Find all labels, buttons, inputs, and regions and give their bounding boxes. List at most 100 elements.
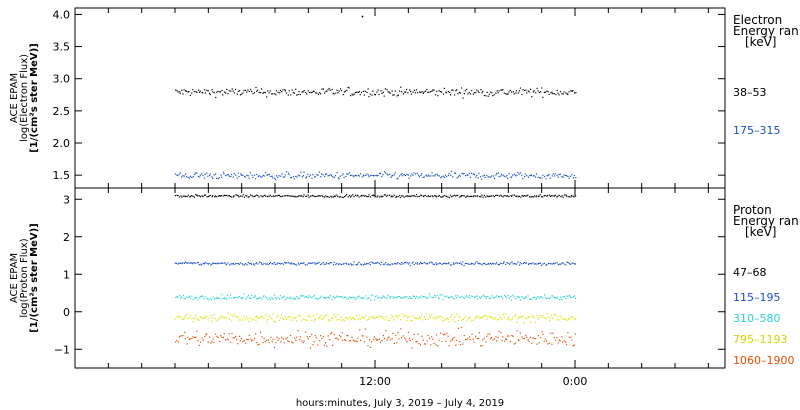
data-point bbox=[532, 296, 534, 298]
data-point bbox=[435, 196, 438, 198]
data-point bbox=[478, 332, 480, 334]
data-point bbox=[324, 315, 326, 317]
data-point bbox=[546, 90, 548, 92]
data-point bbox=[267, 90, 269, 92]
data-point bbox=[253, 195, 255, 198]
data-point bbox=[359, 94, 361, 96]
data-point bbox=[248, 320, 250, 323]
data-point bbox=[187, 194, 189, 196]
data-point bbox=[250, 317, 252, 319]
data-point bbox=[530, 174, 532, 176]
data-point bbox=[354, 91, 356, 94]
data-point bbox=[239, 94, 241, 96]
data-point bbox=[346, 298, 348, 300]
data-point bbox=[468, 263, 470, 265]
data-point bbox=[392, 332, 394, 334]
data-point bbox=[271, 263, 273, 265]
data-point bbox=[199, 91, 201, 93]
data-point bbox=[338, 318, 340, 320]
data-point bbox=[299, 336, 301, 338]
data-point bbox=[492, 339, 494, 341]
data-point bbox=[365, 315, 367, 317]
data-point bbox=[194, 336, 196, 339]
data-point bbox=[539, 262, 541, 264]
data-point bbox=[358, 295, 360, 297]
data-point bbox=[465, 175, 467, 177]
data-point bbox=[389, 296, 391, 298]
data-point bbox=[373, 317, 375, 319]
data-point bbox=[277, 297, 279, 299]
data-point bbox=[382, 195, 384, 197]
data-point bbox=[347, 86, 349, 88]
data-point bbox=[495, 336, 497, 338]
data-point bbox=[304, 319, 307, 321]
data-point bbox=[351, 297, 353, 299]
data-point bbox=[536, 297, 538, 299]
data-point bbox=[197, 299, 199, 301]
data-point bbox=[386, 339, 388, 341]
data-point bbox=[334, 175, 337, 177]
data-point bbox=[279, 89, 281, 92]
data-point bbox=[330, 262, 333, 264]
data-point bbox=[377, 339, 379, 341]
legend-entry: 310–580 bbox=[733, 312, 781, 325]
data-point bbox=[298, 264, 300, 266]
data-point bbox=[186, 343, 188, 345]
data-point bbox=[344, 340, 347, 342]
data-point bbox=[431, 336, 433, 338]
data-point bbox=[343, 91, 345, 93]
data-point bbox=[436, 263, 438, 265]
data-point bbox=[288, 341, 290, 343]
data-point bbox=[241, 297, 243, 299]
data-point bbox=[498, 264, 500, 266]
data-point bbox=[565, 264, 567, 266]
data-point bbox=[559, 340, 561, 342]
data-point bbox=[510, 176, 512, 178]
data-point bbox=[457, 327, 459, 329]
data-point bbox=[383, 171, 386, 173]
data-point bbox=[458, 315, 460, 317]
y-tick-label: 2.0 bbox=[53, 137, 71, 150]
data-point bbox=[434, 317, 436, 319]
data-point bbox=[468, 295, 470, 297]
data-point bbox=[254, 296, 256, 298]
data-point bbox=[439, 262, 441, 265]
data-point bbox=[272, 263, 274, 265]
data-point bbox=[527, 295, 529, 297]
data-point bbox=[347, 335, 349, 337]
data-point bbox=[429, 315, 431, 317]
data-point bbox=[197, 175, 199, 177]
data-point bbox=[181, 176, 183, 178]
data-point bbox=[195, 314, 197, 316]
data-point bbox=[407, 316, 409, 318]
data-point bbox=[414, 173, 416, 175]
data-point bbox=[266, 96, 268, 98]
data-point bbox=[562, 296, 564, 298]
data-point bbox=[530, 196, 532, 198]
data-point bbox=[307, 173, 309, 175]
data-point bbox=[244, 318, 246, 320]
data-point bbox=[175, 262, 178, 265]
data-point bbox=[284, 262, 287, 264]
data-point bbox=[332, 196, 335, 198]
data-point bbox=[439, 262, 441, 264]
data-point bbox=[267, 339, 269, 341]
data-point bbox=[471, 295, 473, 297]
data-point bbox=[480, 176, 482, 178]
data-point bbox=[410, 90, 412, 92]
data-point bbox=[227, 262, 229, 264]
data-point bbox=[212, 91, 214, 93]
data-point bbox=[349, 296, 351, 298]
data-point bbox=[528, 340, 530, 342]
data-point bbox=[180, 195, 182, 197]
data-point bbox=[419, 263, 421, 265]
data-point bbox=[230, 341, 232, 343]
data-point bbox=[276, 336, 278, 338]
data-point bbox=[325, 297, 327, 299]
data-point bbox=[273, 294, 275, 296]
data-point bbox=[533, 263, 536, 265]
data-point bbox=[240, 173, 242, 175]
data-point bbox=[417, 195, 419, 198]
data-point bbox=[303, 171, 305, 173]
data-point bbox=[477, 177, 479, 179]
